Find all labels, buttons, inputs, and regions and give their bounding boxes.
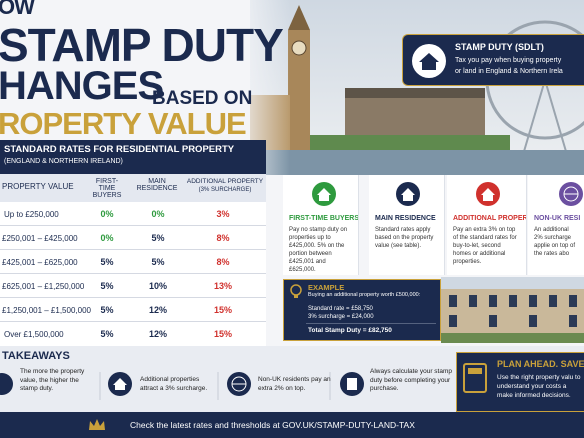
takeaway: Non-UK residents pay an extra 2% on top. xyxy=(258,376,331,392)
takeaway: Always calculate your stamp duty before … xyxy=(370,368,453,392)
rate-cell: 5% xyxy=(151,233,165,243)
townhouses-photo xyxy=(441,277,584,343)
rate-cell: 0% xyxy=(151,209,165,219)
card-text: Pay an extra 3% on top of the standard r… xyxy=(453,227,517,265)
card: MAIN RESIDENCE Standard rates apply based… xyxy=(369,175,445,275)
rate-cell: 5% xyxy=(100,329,114,339)
house-icon xyxy=(412,44,446,78)
plan-text: Use the right property valu to understan… xyxy=(497,374,581,399)
card-text: An additional 2% surcharge applie on top… xyxy=(534,227,576,257)
info-text: or land in England & Northern Irela xyxy=(455,68,563,75)
card-icon xyxy=(476,182,500,206)
example-box: EXAMPLE Buying an additional property wo… xyxy=(283,279,441,341)
table-header: STANDARD RATES FOR RESIDENTIAL PROPERTY … xyxy=(0,140,266,174)
title-line: STAMP DUTY xyxy=(0,19,284,71)
table-row: £625,001 – £1,250,000 5% 10% 13% xyxy=(0,274,266,298)
card: ADDITIONAL PROPERTY Pay an extra 3% on to… xyxy=(447,175,527,275)
table-body: Up to £250,000 0% 0% 3% £250,001 – £425,000… xyxy=(0,202,266,346)
card-title: FIRST-TIME BUYERS xyxy=(289,215,359,222)
card-text: Pay no stamp duty on properties up to £4… xyxy=(289,227,348,273)
card-title: NON-UK RESI xyxy=(534,215,581,222)
card-text: Standard rates apply based on the proper… xyxy=(375,227,434,249)
rate-cell: 10% xyxy=(148,281,167,291)
value-cell: £425,001 – £625,000 xyxy=(2,258,78,267)
column-header: FIRST-TIME BUYERS xyxy=(92,178,122,199)
rate-cell: 5% xyxy=(100,257,114,267)
takeaways-title: TAKEAWAYS xyxy=(2,350,70,362)
value-cell: £1,250,001 – £1,500,000 xyxy=(2,306,91,315)
value-cell: £625,001 – £1,250,000 xyxy=(2,282,85,291)
card: FIRST-TIME BUYERS Pay no stamp duty on pr… xyxy=(283,175,359,275)
rate-cell: 5% xyxy=(100,281,114,291)
calculator-icon xyxy=(463,363,487,393)
table-row: £425,001 – £625,000 5% 5% 8% xyxy=(0,250,266,274)
info-box: STAMP DUTY (SDLT) Tax you pay when buyin… xyxy=(402,34,584,86)
example-total: Total Stamp Duty = £82,750 xyxy=(308,327,392,334)
rate-cell: 15% xyxy=(213,329,232,339)
rate-cell: 8% xyxy=(216,233,230,243)
column-header: PROPERTY VALUE xyxy=(2,182,74,191)
column-header: (3% SURCHARGE) xyxy=(198,187,252,193)
card-icon xyxy=(559,182,583,206)
example-line: 3% surcharge = £24,000 xyxy=(308,314,374,320)
rate-cell: 13% xyxy=(213,281,232,291)
table-row: Up to £250,000 0% 0% 3% xyxy=(0,202,266,226)
title-line: HANGES xyxy=(0,64,164,108)
value-cell: Over £1,500,000 xyxy=(4,330,64,339)
card: NON-UK RESI An additional 2% surcharge ap… xyxy=(528,175,584,275)
column-headers: PROPERTY VALUE FIRST-TIME BUYERS MAIN RE… xyxy=(0,174,266,202)
value-cell: Up to £250,000 xyxy=(4,210,59,219)
card-title: MAIN RESIDENCE xyxy=(375,215,436,222)
rate-cell: 0% xyxy=(100,209,114,219)
table-title: STANDARD RATES FOR RESIDENTIAL PROPERTY xyxy=(4,144,235,155)
footer: Check the latest rates and thresholds at… xyxy=(0,412,584,438)
card-icon xyxy=(312,182,336,206)
rate-cell: 12% xyxy=(148,329,167,339)
rate-cell: 5% xyxy=(100,305,114,315)
title-based-on: BASED ON xyxy=(152,88,253,109)
rate-cell: 12% xyxy=(148,305,167,315)
bulb-icon xyxy=(290,284,302,298)
table-row: Over £1,500,000 5% 12% 15% xyxy=(0,322,266,346)
table-subtitle: (ENGLAND & NORTHERN IRELAND) xyxy=(4,158,123,165)
example-line: Standard rate = £58,750 xyxy=(308,306,373,312)
takeaway: The more the property value, the higher … xyxy=(20,368,85,392)
rate-cell: 3% xyxy=(216,209,230,219)
table-row: £250,001 – £425,000 0% 5% 8% xyxy=(0,226,266,250)
value-cell: £250,001 – £425,000 xyxy=(2,234,78,243)
example-title: EXAMPLE xyxy=(308,283,345,292)
plan-box: PLAN AHEAD. SAVE S Use the right propert… xyxy=(456,352,584,412)
title-line: OW xyxy=(0,0,35,19)
info-title: STAMP DUTY (SDLT) xyxy=(455,42,544,52)
title-highlight: ROPERTY VALUE xyxy=(0,106,247,141)
table-row: £1,250,001 – £1,500,000 5% 12% 15% xyxy=(0,298,266,322)
crown-icon xyxy=(89,419,105,430)
rate-cell: 0% xyxy=(100,233,114,243)
info-text: Tax you pay when buying property xyxy=(455,57,562,64)
example-intro: Buying an additional property worth £500… xyxy=(308,292,421,298)
card-title: ADDITIONAL PROPERTY xyxy=(453,215,527,222)
london-skyline xyxy=(250,0,584,175)
rate-cell: 15% xyxy=(213,305,232,315)
takeaway-icons xyxy=(0,372,364,400)
column-header: ADDITIONAL PROPERTY xyxy=(186,178,264,185)
column-header: MAIN RESIDENCE xyxy=(136,178,178,192)
card-icon xyxy=(396,182,420,206)
takeaway: Additional properties attract a 3% surch… xyxy=(140,376,208,392)
rate-cell: 5% xyxy=(151,257,165,267)
plan-title: PLAN AHEAD. SAVE S xyxy=(497,359,584,369)
rate-cell: 8% xyxy=(216,257,230,267)
footer-text: Check the latest rates and thresholds at… xyxy=(130,420,415,430)
